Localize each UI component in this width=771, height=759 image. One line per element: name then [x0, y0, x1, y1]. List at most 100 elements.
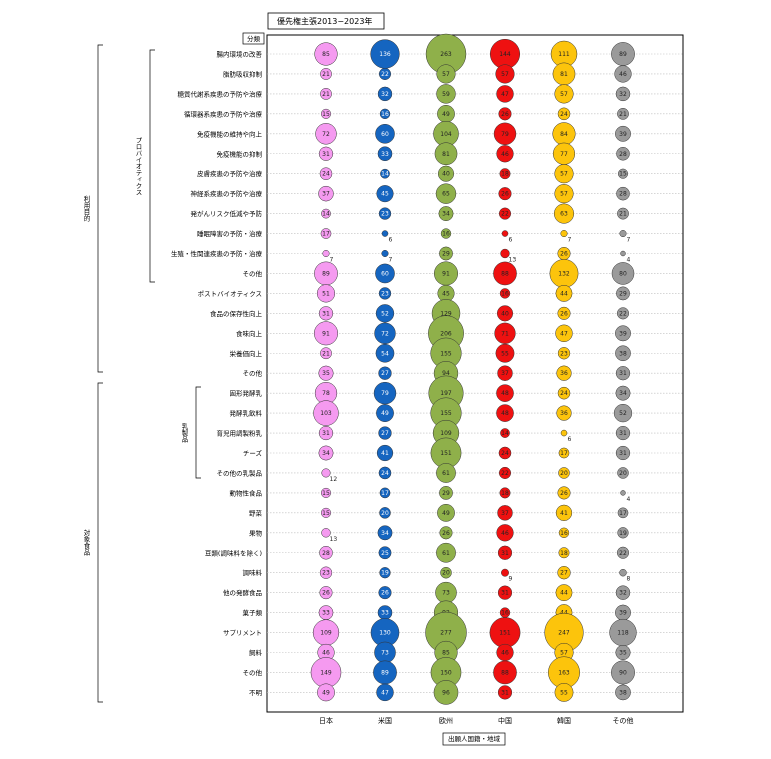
bubble — [555, 284, 573, 302]
row-label: 育児用調製粉乳 — [217, 429, 263, 438]
bubble-value: 39 — [619, 131, 627, 138]
bubble — [616, 286, 630, 301]
bubble-value: 26 — [381, 590, 389, 597]
bubble-value: 49 — [442, 510, 450, 517]
bubble-value: 21 — [322, 91, 330, 98]
bubble-value: 72 — [322, 131, 330, 138]
bubble-value: 73 — [381, 650, 389, 657]
bubble — [320, 228, 332, 239]
bubble-value: 49 — [322, 689, 330, 696]
bubble-value: 59 — [442, 91, 450, 98]
bubble — [616, 186, 630, 201]
bubble-value: 37 — [322, 191, 330, 198]
bubble — [378, 586, 392, 600]
bubble-value: 26 — [560, 251, 568, 258]
bubble-value: 144 — [499, 51, 511, 58]
bubble-value: 41 — [560, 510, 568, 517]
bubble — [378, 426, 392, 440]
bubble — [435, 183, 457, 204]
bubble — [498, 207, 512, 220]
bubble-value: 45 — [381, 191, 389, 198]
bubble-value: 24 — [501, 450, 509, 457]
bubble-value: 55 — [501, 350, 509, 357]
bubble-value: 61 — [442, 550, 450, 557]
bubble — [498, 466, 512, 479]
bubble-value: 15 — [322, 111, 330, 118]
bubble — [620, 490, 626, 496]
bubble-value: 96 — [442, 689, 450, 696]
bubble-value: 31 — [619, 430, 627, 437]
bubble-value: 263 — [440, 51, 452, 58]
bubble-value: 89 — [322, 270, 330, 277]
bubble-value: 22 — [501, 470, 509, 477]
bubble — [493, 660, 517, 685]
bubble-value: 27 — [381, 370, 389, 377]
bubble — [556, 405, 572, 421]
x-axis-title: 出願人国籍・地域 — [448, 734, 501, 743]
bubble — [434, 142, 458, 166]
bubble — [320, 507, 332, 518]
bubble — [619, 230, 627, 238]
corner-box — [242, 32, 265, 45]
bubble — [495, 64, 515, 84]
bubble-value: 151 — [440, 450, 452, 457]
bubble-value: 31 — [501, 689, 509, 696]
bubble-value: 81 — [560, 71, 568, 78]
bubble-value: 16 — [560, 530, 568, 537]
bubble-value: 89 — [381, 669, 389, 676]
bubble — [381, 249, 389, 258]
bubble-value: 28 — [619, 191, 627, 198]
bubble — [496, 384, 514, 402]
bubble — [617, 168, 629, 179]
bubble-value: 16 — [501, 610, 509, 617]
bubble-value: 57 — [560, 171, 568, 178]
bubble-value: 16 — [442, 231, 450, 238]
bubble-value: 46 — [501, 151, 509, 158]
bubble-value: 19 — [619, 530, 627, 537]
row-label: 腸内環境の改善 — [217, 50, 263, 59]
bubble — [616, 146, 630, 161]
bubble-value: 22 — [619, 550, 627, 557]
row-label: 免疫機能の維持や向上 — [197, 129, 263, 138]
bubble-value: 26 — [560, 490, 568, 497]
bubble-value: 73 — [442, 590, 450, 597]
bubble — [617, 107, 629, 120]
bubble-value: 14 — [501, 430, 509, 437]
bubble-value: 57 — [560, 650, 568, 657]
bubble — [378, 546, 392, 560]
bubble — [557, 386, 571, 400]
bubble — [378, 366, 392, 380]
bubble-value: 20 — [442, 570, 450, 577]
bubble-value: 23 — [322, 570, 330, 577]
bubble-value: 21 — [322, 350, 330, 357]
bubble — [496, 305, 514, 322]
bubble-value: 19 — [381, 570, 389, 577]
bubble-value: 31 — [501, 590, 509, 597]
bubble — [615, 585, 631, 600]
x-axis-title-box — [442, 732, 506, 746]
bubble — [558, 447, 570, 459]
bubble-value: 44 — [560, 590, 568, 597]
bubble-value: 38 — [619, 350, 627, 357]
bubble-value: 37 — [501, 510, 509, 517]
bubble — [558, 547, 570, 559]
bubble-value: 7 — [389, 257, 393, 264]
bubble-value: 31 — [619, 370, 627, 377]
bubble — [554, 84, 574, 104]
bubble-value: 22 — [501, 211, 509, 218]
bubble-value: 277 — [440, 630, 452, 637]
bubble-value: 40 — [501, 310, 509, 317]
bubble-value: 49 — [381, 410, 389, 417]
bubble-value: 18 — [501, 490, 509, 497]
bubble — [376, 404, 394, 422]
bubble — [500, 248, 510, 259]
bubble — [499, 288, 511, 299]
row-label: 果物 — [249, 528, 263, 537]
bubble — [497, 505, 513, 521]
bubble — [497, 585, 513, 600]
bubble-value: 26 — [501, 111, 509, 118]
bubble-value: 46 — [619, 71, 627, 78]
bubble — [615, 644, 631, 661]
bubble-value: 6 — [568, 436, 572, 443]
bubble-value: 33 — [322, 610, 330, 617]
